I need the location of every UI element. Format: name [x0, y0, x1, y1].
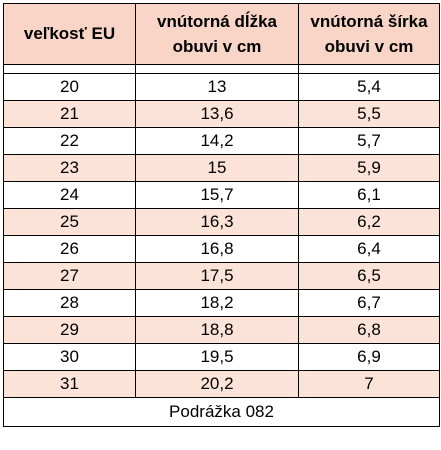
header-size: veľkosť EU: [3, 3, 136, 65]
cell-width: 7: [298, 370, 440, 398]
cell-width: 6,9: [298, 343, 440, 371]
cell-length: 18,8: [135, 316, 299, 344]
table-body: 20 13 5,4 21 13,6 5,5 22 14,2 5,7 23 15 …: [3, 73, 440, 398]
table-row: 30 19,5 6,9: [3, 343, 440, 371]
cell-width: 5,7: [298, 127, 440, 155]
table-row: 25 16,3 6,2: [3, 208, 440, 236]
header-width-line1: vnútorná šírka: [310, 12, 428, 31]
shoe-size-table: veľkosť EU vnútorná dĺžka obuvi v cm vnú…: [3, 3, 440, 427]
table-row: 21 13,6 5,5: [3, 100, 440, 128]
table-row: 22 14,2 5,7: [3, 127, 440, 155]
sole-caption: Podrážka 082: [3, 397, 440, 427]
cell-width: 6,5: [298, 262, 440, 290]
cell-size: 24: [3, 181, 136, 209]
header-width: vnútorná šírka obuvi v cm: [298, 3, 440, 65]
header-length-line1: vnútorná dĺžka: [157, 12, 277, 31]
table-row: 23 15 5,9: [3, 154, 440, 182]
cell-size: 30: [3, 343, 136, 371]
table-footer: Podrážka 082: [3, 397, 440, 427]
cell-width: 5,9: [298, 154, 440, 182]
cell-length: 13,6: [135, 100, 299, 128]
cell-length: 13: [135, 73, 299, 101]
cell-size: 31: [3, 370, 136, 398]
cell-width: 6,8: [298, 316, 440, 344]
cell-size: 22: [3, 127, 136, 155]
cell-size: 28: [3, 289, 136, 317]
cell-length: 17,5: [135, 262, 299, 290]
table-row: 29 18,8 6,8: [3, 316, 440, 344]
header-length-line2: obuvi v cm: [172, 37, 262, 56]
cell-size: 27: [3, 262, 136, 290]
cell-size: 26: [3, 235, 136, 263]
cell-length: 14,2: [135, 127, 299, 155]
table-row: 27 17,5 6,5: [3, 262, 440, 290]
cell-size: 21: [3, 100, 136, 128]
header-size-label: veľkosť EU: [23, 24, 116, 43]
cell-width: 5,5: [298, 100, 440, 128]
cell-length: 19,5: [135, 343, 299, 371]
cell-width: 6,2: [298, 208, 440, 236]
cell-size: 23: [3, 154, 136, 182]
table-header: veľkosť EU vnútorná dĺžka obuvi v cm vnú…: [3, 3, 440, 74]
cell-length: 20,2: [135, 370, 299, 398]
cell-width: 5,4: [298, 73, 440, 101]
table-row: 24 15,7 6,1: [3, 181, 440, 209]
header-length: vnútorná dĺžka obuvi v cm: [135, 3, 299, 65]
cell-length: 16,8: [135, 235, 299, 263]
cell-width: 6,4: [298, 235, 440, 263]
spacer-cell: [298, 64, 440, 74]
cell-width: 6,1: [298, 181, 440, 209]
header-spacer-row: [3, 64, 440, 74]
table-row: 28 18,2 6,7: [3, 289, 440, 317]
header-width-line2: obuvi v cm: [324, 37, 414, 56]
cell-width: 6,7: [298, 289, 440, 317]
cell-size: 20: [3, 73, 136, 101]
cell-length: 15,7: [135, 181, 299, 209]
cell-length: 16,3: [135, 208, 299, 236]
table-row: 20 13 5,4: [3, 73, 440, 101]
cell-length: 18,2: [135, 289, 299, 317]
cell-size: 25: [3, 208, 136, 236]
spacer-cell: [3, 64, 136, 74]
cell-size: 29: [3, 316, 136, 344]
table-row: 26 16,8 6,4: [3, 235, 440, 263]
table-row: 31 20,2 7: [3, 370, 440, 398]
spacer-cell: [135, 64, 299, 74]
cell-length: 15: [135, 154, 299, 182]
